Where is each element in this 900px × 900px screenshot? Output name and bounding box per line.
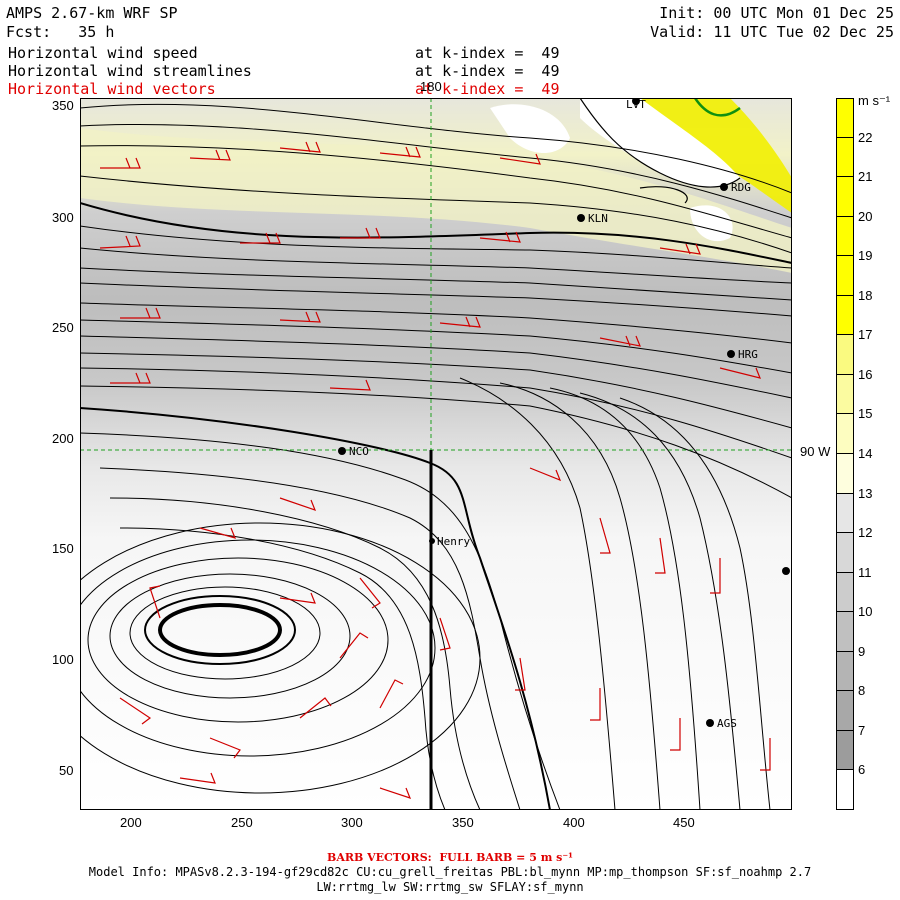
streamlines-curved bbox=[80, 377, 771, 810]
colorbar-cell bbox=[836, 177, 854, 217]
y-tick-250: 250 bbox=[52, 320, 74, 335]
colorbar-label: 15 bbox=[858, 406, 873, 422]
colorbar-label: 21 bbox=[858, 169, 873, 185]
meridian-label: 180 bbox=[420, 79, 442, 94]
colorbar bbox=[836, 98, 854, 810]
x-tick-200: 200 bbox=[120, 815, 142, 830]
station-henry-marker bbox=[429, 538, 435, 544]
land-area-2 bbox=[490, 104, 570, 153]
y-tick-100: 100 bbox=[52, 652, 74, 667]
colorbar-cell bbox=[836, 572, 854, 613]
model-info: Model Info: MPASv8.2.3-194-gf29cd82c CU:… bbox=[88, 865, 812, 879]
field-streamline-label: Horizontal wind streamlines bbox=[8, 62, 252, 80]
station-rdg-marker bbox=[720, 183, 728, 191]
colorbar-cell bbox=[836, 98, 854, 138]
colorbar-label: 20 bbox=[858, 208, 873, 224]
y-tick-200: 200 bbox=[52, 431, 74, 446]
colorbar-cell bbox=[836, 216, 854, 257]
colorbar-cell bbox=[836, 493, 854, 534]
colorbar-label: 9 bbox=[858, 643, 866, 659]
field-speed-label: Horizontal wind speed bbox=[8, 44, 198, 62]
station-lvt-marker bbox=[632, 98, 640, 105]
init-time: Init: 00 UTC Mon 01 Dec 25 bbox=[659, 4, 894, 22]
colorbar-label: 10 bbox=[858, 604, 873, 620]
colorbar-label: 8 bbox=[858, 683, 866, 699]
colorbar-cell bbox=[836, 612, 854, 652]
y-tick-50: 50 bbox=[59, 763, 74, 778]
colorbar-cell bbox=[836, 374, 854, 415]
station-edge-marker bbox=[782, 567, 790, 575]
station-ags-marker bbox=[706, 719, 714, 727]
colorbar-label: 22 bbox=[858, 129, 873, 145]
coastline-green bbox=[693, 98, 741, 117]
station-hrg-marker bbox=[727, 350, 735, 358]
wind-speed-band-upper bbox=[80, 128, 792, 273]
barb-legend: BARB VECTORS: FULL BARB = 5 m s⁻¹ bbox=[327, 851, 573, 864]
x-tick-350: 350 bbox=[452, 815, 474, 830]
station-ags: AGS bbox=[717, 717, 737, 730]
colorbar-cell bbox=[836, 137, 854, 178]
wind-map: LVT RDG KLN HRG NCO Henry AGS bbox=[80, 98, 792, 810]
y-tick-350: 350 bbox=[52, 98, 74, 113]
land-area bbox=[580, 98, 740, 188]
station-henry: Henry bbox=[437, 535, 470, 548]
colorbar-label: 12 bbox=[858, 525, 873, 541]
x-tick-400: 400 bbox=[563, 815, 585, 830]
wind-barbs bbox=[99, 141, 771, 799]
colorbar-units: m s⁻¹ bbox=[858, 93, 891, 108]
field-vector-label: Horizontal wind vectors bbox=[8, 80, 216, 98]
station-hrg: HRG bbox=[738, 348, 758, 361]
field-vector-level: at k-index = 49 bbox=[415, 80, 560, 98]
colorbar-label: 18 bbox=[858, 287, 873, 303]
vortex-streamlines bbox=[80, 522, 481, 794]
station-lvt: LVT bbox=[626, 98, 646, 111]
plot-frame bbox=[80, 98, 792, 810]
colorbar-cell bbox=[836, 770, 854, 810]
coastline bbox=[579, 98, 741, 204]
colorbar-label: 14 bbox=[858, 446, 873, 461]
field-speed-level: at k-index = 49 bbox=[415, 44, 560, 62]
colorbar-label: 13 bbox=[858, 485, 873, 501]
physics-info: LW:rrtmg_lw SW:rrtmg_sw SFLAY:sf_mynn bbox=[316, 880, 584, 894]
colorbar-label: 7 bbox=[858, 722, 866, 738]
colorbar-cell bbox=[836, 295, 854, 336]
colorbar-cell bbox=[836, 651, 854, 692]
station-kln: KLN bbox=[588, 212, 608, 225]
colorbar-cell bbox=[836, 454, 854, 494]
colorbar-cell bbox=[836, 730, 854, 771]
stations: LVT RDG KLN HRG NCO Henry AGS bbox=[338, 98, 790, 730]
colorbar-cell bbox=[836, 256, 854, 296]
field-streamline-level: at k-index = 49 bbox=[415, 62, 560, 80]
colorbar-cell bbox=[836, 335, 854, 375]
colorbar-label: 16 bbox=[858, 366, 873, 382]
parallel-label: 90 W bbox=[800, 444, 831, 459]
x-tick-250: 250 bbox=[231, 815, 253, 830]
model-title: AMPS 2.67-km WRF SP bbox=[6, 4, 178, 22]
y-tick-150: 150 bbox=[52, 541, 74, 556]
colorbar-cell bbox=[836, 414, 854, 454]
colorbar-cell bbox=[836, 691, 854, 731]
station-nco: NCO bbox=[349, 445, 369, 458]
colorbar-label: 17 bbox=[858, 327, 873, 343]
colorbar-label: 19 bbox=[858, 248, 873, 264]
y-tick-300: 300 bbox=[52, 210, 74, 225]
forecast-hour: Fcst: 35 h bbox=[6, 23, 115, 41]
x-tick-300: 300 bbox=[341, 815, 363, 830]
valid-time: Valid: 11 UTC Tue 02 Dec 25 bbox=[650, 23, 894, 41]
colorbar-label: 11 bbox=[858, 564, 872, 580]
station-kln-marker bbox=[577, 214, 585, 222]
colorbar-label: 6 bbox=[858, 762, 866, 778]
streamlines-zonal bbox=[80, 103, 792, 810]
station-rdg: RDG bbox=[731, 181, 751, 194]
colorbar-cell bbox=[836, 533, 854, 573]
x-tick-450: 450 bbox=[673, 815, 695, 830]
station-nco-marker bbox=[338, 447, 346, 455]
